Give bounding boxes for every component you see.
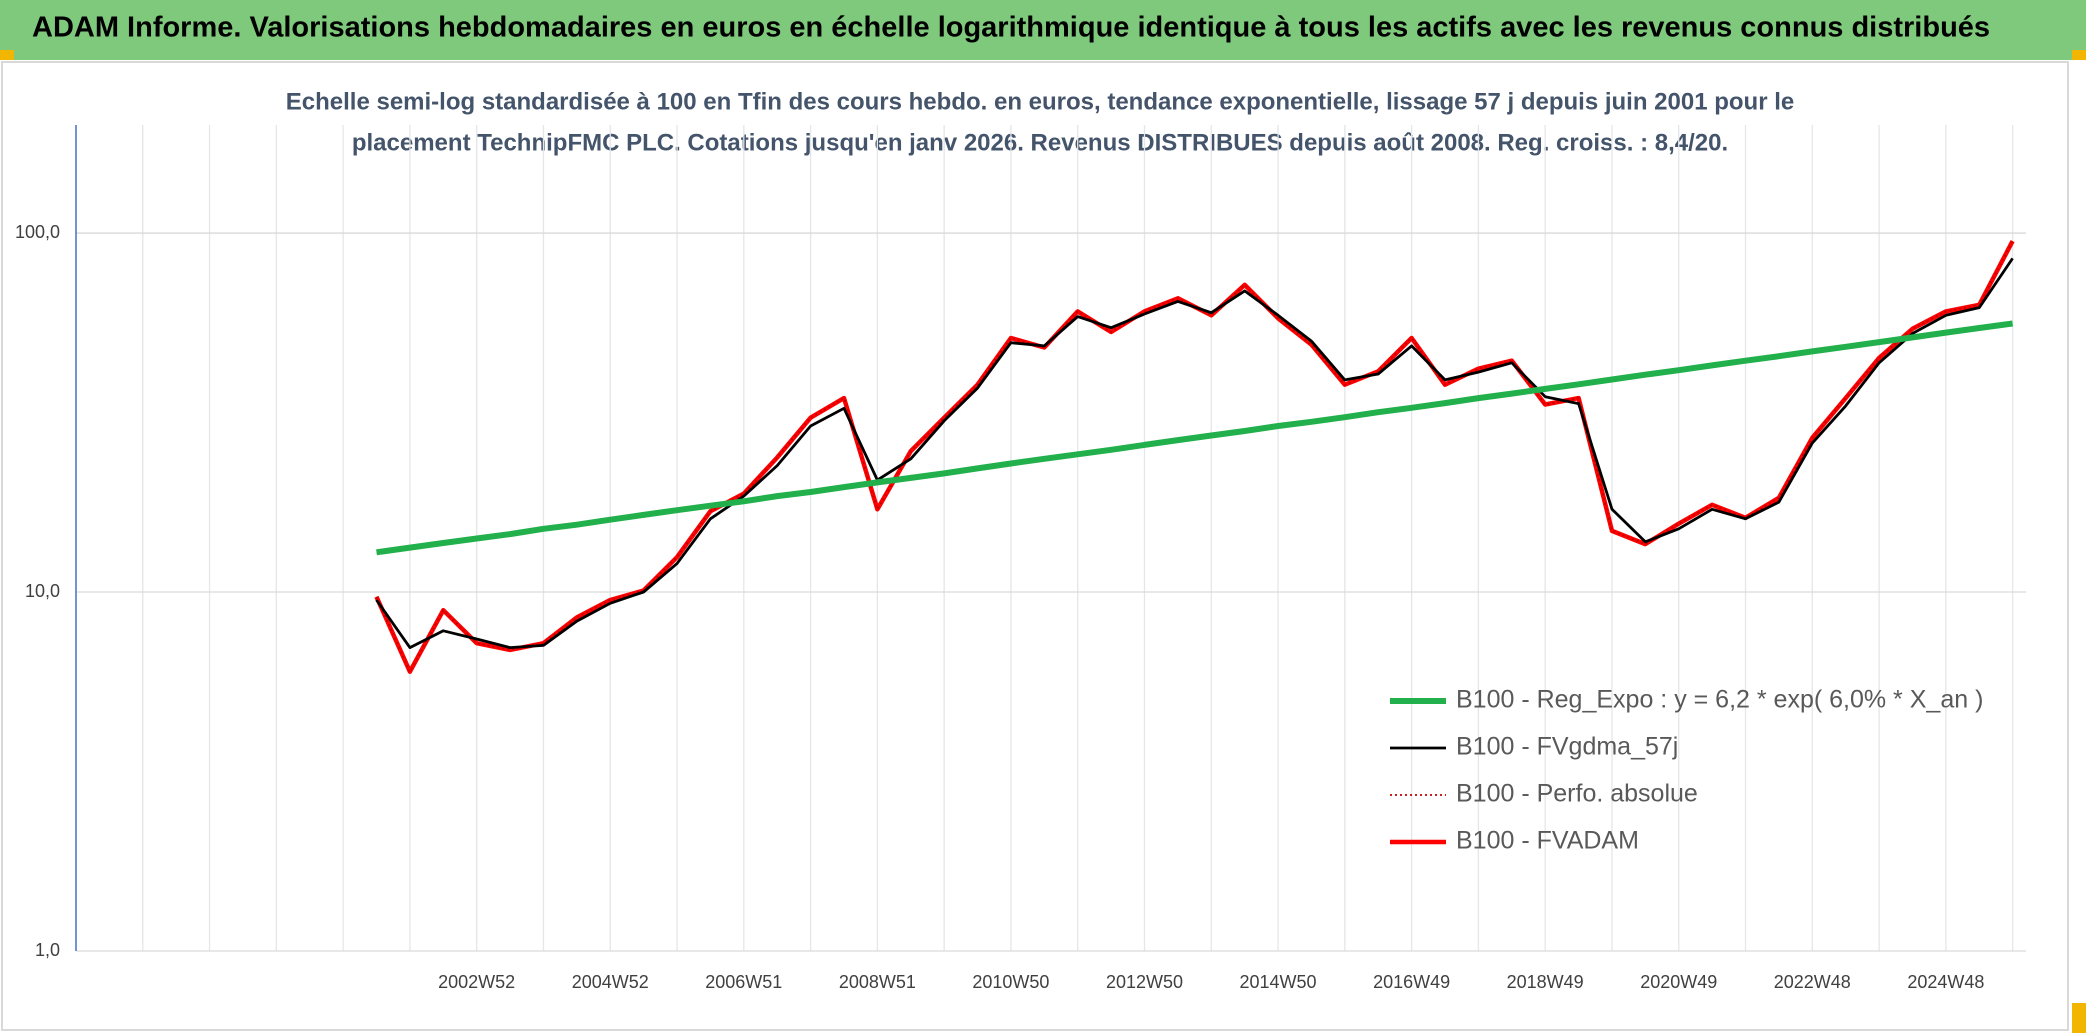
legend-label: B100 - FVgdma_57j xyxy=(1456,733,1678,761)
x-tick-label: 2002W52 xyxy=(438,972,515,992)
chart-title: ADAM Informe. Valorisations hebdomadaire… xyxy=(32,12,1990,44)
series-line xyxy=(375,257,2014,649)
corner-mark xyxy=(2072,1003,2086,1033)
y-tick-label: 1,0 xyxy=(35,940,60,960)
x-tick-label: 2006W51 xyxy=(705,972,782,992)
x-tick-label: 2024W48 xyxy=(1907,972,1984,992)
chart-subtitle: Echelle semi-log standardisée à 100 en T… xyxy=(286,88,1794,115)
plot xyxy=(374,240,2015,674)
series-line xyxy=(376,320,2014,556)
legend: B100 - Reg_Expo : y = 6,2 * exp( 6,0% * … xyxy=(1390,686,1983,855)
legend-label: B100 - FVADAM xyxy=(1456,827,1639,855)
x-tick-label: 2018W49 xyxy=(1507,972,1584,992)
legend-label: B100 - Perfo. absolue xyxy=(1456,780,1698,808)
corner-mark xyxy=(2072,50,2086,60)
title-bar xyxy=(0,0,2086,60)
x-tick-label: 2022W48 xyxy=(1774,972,1851,992)
y-tick-label: 10,0 xyxy=(25,581,60,601)
corner-mark xyxy=(0,50,14,60)
chart-subtitle: placement TechnipFMC PLC. Cotations jusq… xyxy=(352,129,1728,156)
x-tick-label: 2012W50 xyxy=(1106,972,1183,992)
frame xyxy=(1,61,2069,1031)
x-tick-label: 2014W50 xyxy=(1240,972,1317,992)
y-tick-label: 100,0 xyxy=(15,222,60,242)
series-line xyxy=(375,240,2014,673)
x-tick-label: 2010W50 xyxy=(972,972,1049,992)
x-tick-label: 2020W49 xyxy=(1640,972,1717,992)
x-tick-label: 2004W52 xyxy=(572,972,649,992)
legend-label: B100 - Reg_Expo : y = 6,2 * exp( 6,0% * … xyxy=(1456,686,1983,714)
grid: 2002W52 2004W52 2006W51 2008W51 2010W50 2012W… xyxy=(15,125,2026,992)
x-tick-label: 2016W49 xyxy=(1373,972,1450,992)
x-tick-label: 2008W51 xyxy=(839,972,916,992)
